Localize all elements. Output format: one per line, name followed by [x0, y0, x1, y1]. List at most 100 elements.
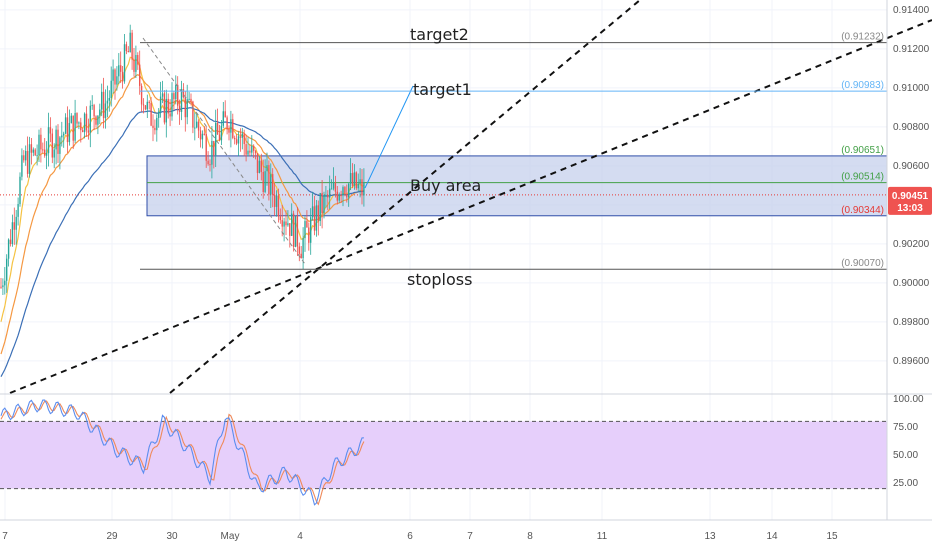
candle-body	[310, 217, 312, 243]
candle-body	[177, 84, 179, 106]
candle-body	[321, 192, 323, 213]
candle-body	[235, 139, 238, 144]
candle-body	[25, 150, 27, 161]
candle-body	[127, 51, 129, 53]
time-tick-label: 13	[704, 531, 716, 542]
bar-countdown: 13:03	[897, 203, 923, 214]
candle-body	[203, 133, 205, 135]
candle-body	[82, 130, 84, 133]
trendline-steep	[169, 0, 641, 394]
candle-body	[304, 221, 306, 239]
candle-body	[32, 149, 34, 153]
candle-body	[349, 173, 352, 184]
candle-body	[101, 91, 103, 110]
candle-body	[167, 98, 169, 114]
swing-line	[142, 37, 306, 265]
candle-body	[135, 55, 137, 72]
candle-body	[161, 93, 164, 97]
current-price-value: 0.90451	[892, 191, 929, 202]
candle-body	[205, 134, 207, 161]
candle-body	[53, 149, 55, 158]
candle-body	[273, 194, 276, 207]
candle-body	[89, 105, 91, 133]
candle-body	[169, 113, 171, 117]
oscillator-tick-label: 50.00	[893, 450, 918, 461]
candle-body	[363, 182, 365, 196]
candle-body	[120, 65, 122, 72]
price-tick-label: 0.90200	[893, 239, 930, 250]
candle-body	[125, 44, 128, 52]
price-tick-label: 0.89800	[893, 317, 930, 328]
candle-body	[342, 187, 344, 196]
price-tick-label: 0.90000	[893, 278, 930, 289]
candle-body	[139, 64, 141, 86]
candle-body	[357, 183, 359, 189]
candle-body	[34, 149, 36, 156]
candle-body	[59, 137, 61, 154]
candle-body	[68, 123, 71, 143]
candle-body	[19, 176, 21, 205]
candle-body	[150, 103, 152, 126]
candle-body	[313, 206, 316, 231]
candle-body	[7, 239, 10, 259]
candle-body	[175, 84, 177, 100]
candle-body	[275, 195, 278, 207]
time-tick-label: 8	[527, 531, 533, 542]
candle-body	[338, 195, 340, 201]
candle-body	[289, 223, 291, 236]
candle-body	[49, 127, 52, 134]
candle-body	[17, 204, 19, 217]
stoch-d-line	[0, 400, 365, 506]
level-label: (0.90651)	[841, 145, 884, 156]
candle-body	[344, 187, 346, 194]
candle-body	[332, 182, 335, 189]
time-tick-label: 30	[166, 531, 178, 542]
candle-body	[266, 165, 268, 172]
candle-body	[28, 144, 31, 174]
candle-body	[211, 140, 213, 165]
candle-body	[196, 121, 198, 128]
candle-body	[323, 195, 325, 213]
candle-body	[218, 134, 221, 141]
candle-body	[262, 171, 264, 192]
candle-body	[87, 130, 90, 133]
candle-body	[334, 182, 337, 192]
trend-drawings[interactable]	[9, 0, 932, 394]
candle-body	[190, 98, 192, 102]
oscillator-tick-label: 25.00	[893, 478, 918, 489]
candle-body	[224, 111, 226, 118]
candle-body	[243, 133, 245, 145]
level-label: (0.91232)	[841, 32, 884, 43]
candle-body	[260, 160, 262, 172]
stoch-k-line	[0, 399, 364, 506]
candle-body	[133, 59, 135, 72]
candle-body	[30, 144, 33, 153]
candle-body	[63, 133, 65, 136]
candle-body	[359, 179, 361, 184]
candle-body	[251, 145, 253, 153]
candle-body	[2, 285, 4, 288]
candle-body	[165, 98, 167, 123]
candle-body	[66, 117, 69, 143]
candle-body	[194, 127, 196, 129]
candle-body	[228, 129, 230, 133]
candle-body	[319, 192, 321, 222]
candle-body	[336, 191, 338, 201]
candle-body	[222, 111, 224, 126]
candle-body	[74, 113, 76, 141]
candle-body	[178, 105, 181, 112]
candle-body	[294, 215, 297, 247]
candle-body	[300, 253, 302, 259]
candles	[0, 24, 365, 295]
candle-body	[129, 32, 131, 53]
candle-body	[116, 76, 118, 85]
trendline-lower	[9, 19, 932, 394]
stoploss-label: stoploss	[407, 270, 472, 289]
candle-body	[21, 155, 23, 177]
price-tick-label: 0.90800	[893, 122, 930, 133]
candle-body	[91, 105, 93, 107]
target2-label: target2	[410, 25, 469, 44]
candle-body	[158, 111, 160, 118]
candle-body	[285, 221, 287, 226]
